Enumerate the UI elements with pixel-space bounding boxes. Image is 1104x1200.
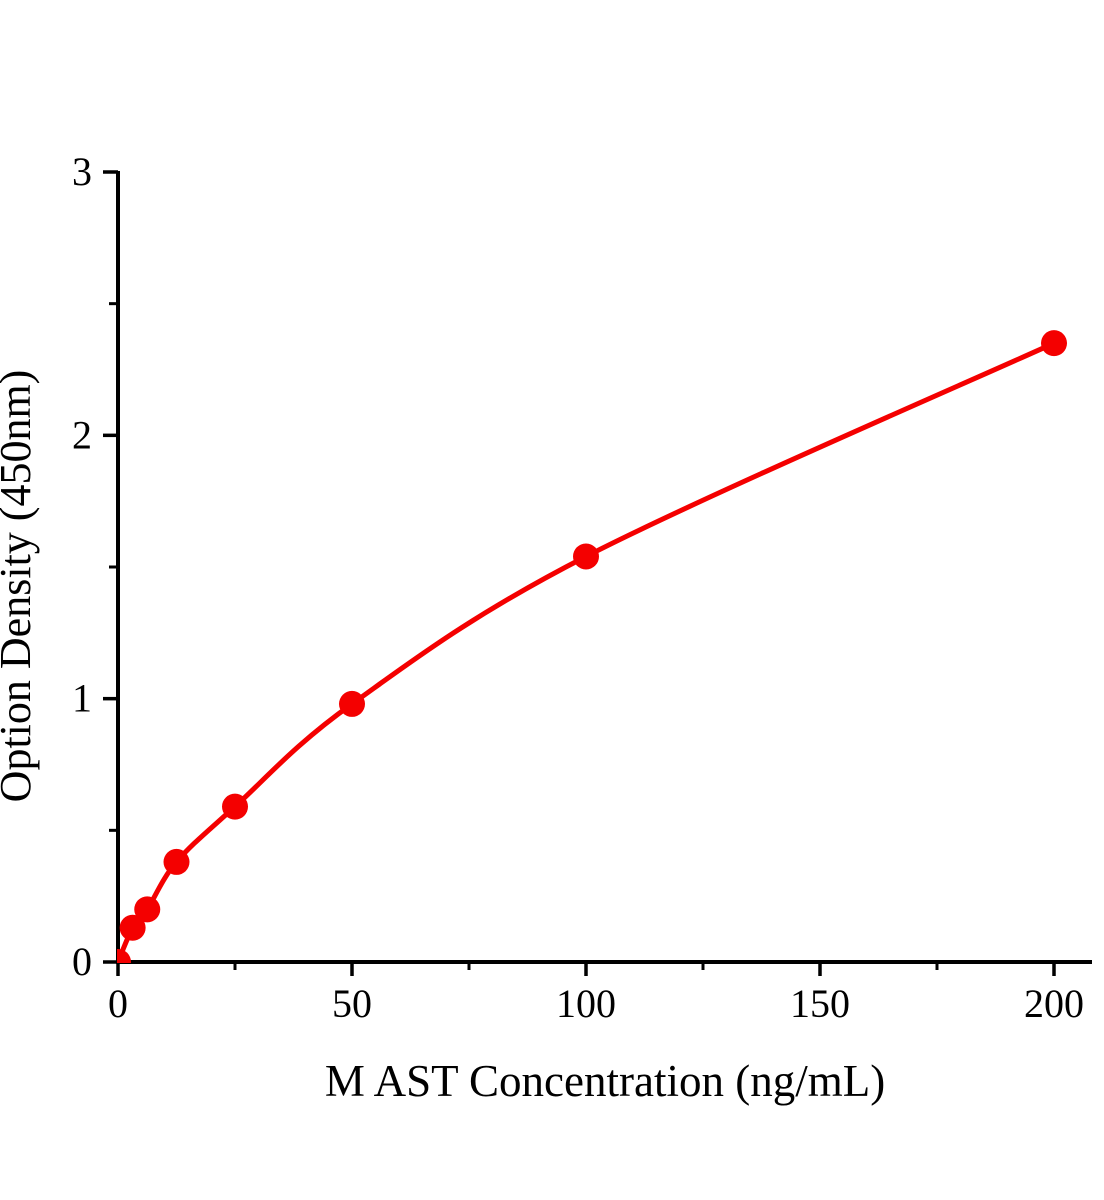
y-tick-label: 0 xyxy=(72,939,92,984)
data-point-marker xyxy=(222,793,248,820)
x-axis-title: M AST Concentration (ng/mL) xyxy=(325,1056,885,1106)
x-tick-label: 100 xyxy=(556,981,616,1026)
y-axis-ticks: 0 1 2 3 xyxy=(72,149,118,984)
y-tick-label: 2 xyxy=(72,412,92,457)
data-point-marker xyxy=(339,690,365,717)
y-tick-label: 3 xyxy=(72,149,92,194)
data-points xyxy=(117,330,1067,963)
data-point-marker xyxy=(134,896,161,923)
y-axis-title: Option Density (450nm) xyxy=(0,370,40,803)
x-axis-ticks: 0 50 100 150 200 xyxy=(108,962,1084,1026)
x-tick-label: 200 xyxy=(1024,981,1084,1026)
data-point-marker xyxy=(119,914,146,941)
data-point-marker xyxy=(163,848,190,875)
x-tick-label: 150 xyxy=(790,981,850,1026)
y-tick-label: 1 xyxy=(72,676,92,721)
standard-curve-line xyxy=(117,340,1057,963)
data-point-marker xyxy=(1041,330,1067,357)
data-point-marker xyxy=(573,543,599,570)
x-tick-label: 50 xyxy=(332,981,372,1026)
plot-area xyxy=(117,330,1067,963)
data-point-marker xyxy=(117,949,131,963)
x-tick-label: 0 xyxy=(108,981,128,1026)
